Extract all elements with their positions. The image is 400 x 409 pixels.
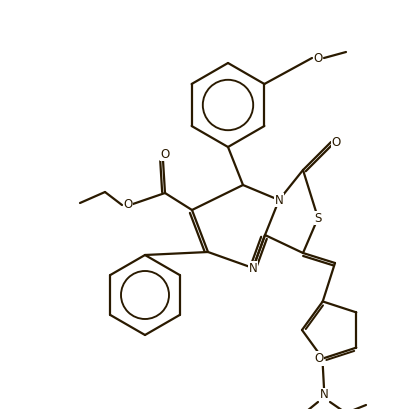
Text: O: O xyxy=(313,52,323,65)
Text: N: N xyxy=(249,261,257,274)
Text: N: N xyxy=(275,193,283,207)
Text: O: O xyxy=(314,352,323,365)
Text: S: S xyxy=(314,211,322,225)
Text: N: N xyxy=(320,389,328,402)
Text: O: O xyxy=(331,135,341,148)
Text: O: O xyxy=(123,198,133,211)
Text: O: O xyxy=(160,148,170,160)
